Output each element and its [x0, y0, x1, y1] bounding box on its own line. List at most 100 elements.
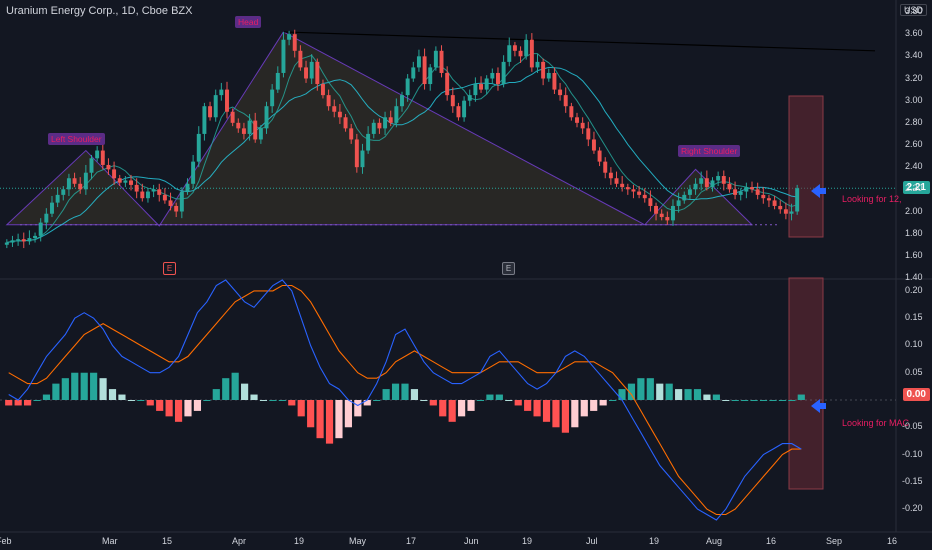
candle-body — [383, 117, 388, 129]
earnings-marker-icon[interactable]: E — [163, 262, 176, 275]
macd-histogram-bar — [344, 400, 352, 428]
macd-histogram-bar — [590, 400, 598, 411]
macd-histogram-bar — [193, 400, 202, 411]
candle-body — [400, 95, 404, 107]
macd-histogram-bar — [99, 378, 107, 400]
currency-badge[interactable]: USD — [899, 4, 927, 16]
macd-histogram-bar — [476, 400, 485, 401]
candle-body — [179, 191, 184, 212]
candle-body — [512, 45, 517, 51]
time-tick-label: 16 — [766, 536, 777, 546]
candle-body — [247, 120, 252, 134]
candle-body — [682, 194, 687, 201]
candle-body — [750, 187, 754, 190]
macd-histogram-bar — [137, 400, 145, 401]
candle-body — [225, 89, 229, 112]
last-price-badge: 2.21 — [902, 181, 930, 194]
macd-histogram-bar — [637, 378, 645, 400]
macd-histogram-bar — [259, 400, 268, 401]
candle-body — [44, 213, 49, 223]
candle-body — [202, 106, 207, 134]
candle-body — [772, 200, 777, 206]
candle-body — [100, 150, 105, 165]
time-tick-label: Aug — [706, 536, 723, 546]
candle-body — [744, 187, 749, 192]
macd-histogram-bar — [71, 372, 79, 400]
macd-histogram-bar — [797, 394, 805, 400]
macd-histogram-bar — [80, 372, 88, 400]
macd-histogram-bar — [316, 400, 324, 439]
candle-body — [495, 72, 500, 85]
macd-histogram-bar — [505, 400, 513, 401]
candle-body — [428, 67, 433, 85]
earnings-marker-icon[interactable]: E — [502, 262, 515, 275]
time-tick-label: Mar — [102, 536, 118, 546]
candle-body — [337, 111, 342, 118]
candle-body — [292, 34, 297, 51]
macd-histogram-bar — [325, 400, 334, 444]
candle-body — [61, 189, 66, 195]
candle-body — [529, 39, 534, 68]
candle-body — [315, 61, 320, 85]
macd-tick-label: -0.05 — [902, 421, 923, 432]
candle-body — [145, 191, 150, 199]
candle-body — [693, 183, 698, 190]
macd-histogram-bar — [231, 372, 239, 400]
candle-body — [507, 45, 512, 62]
candle-body — [151, 189, 156, 192]
macd-histogram-bar — [269, 400, 277, 401]
candle-body — [309, 61, 314, 79]
candle-body — [320, 84, 325, 96]
candle-body — [360, 150, 365, 168]
price-tick-label: 3.00 — [905, 94, 923, 105]
price-tick-label: 1.80 — [905, 227, 923, 238]
candle-body — [608, 172, 613, 179]
candle-body — [473, 84, 478, 96]
candle-body — [366, 133, 371, 151]
macd-histogram-bar — [52, 383, 60, 400]
candle-body — [603, 161, 608, 173]
macd-histogram-bar — [712, 394, 720, 400]
macd-histogram-bar — [486, 394, 494, 400]
macd-histogram-bar — [354, 400, 362, 417]
macd-histogram-bar — [788, 400, 796, 401]
macd-histogram-bar — [382, 389, 390, 400]
candle-body — [281, 39, 286, 73]
candle-body — [377, 122, 382, 129]
price-tick-label: 3.80 — [905, 6, 923, 16]
price-target-arrow-icon — [811, 184, 826, 198]
candle-body — [727, 183, 732, 190]
left-shoulder-label: Left Shoulder — [48, 133, 105, 145]
candle-body — [535, 61, 540, 68]
candle-body — [405, 78, 410, 96]
candle-body — [642, 194, 647, 199]
macd-histogram-bar — [467, 400, 475, 411]
macd-histogram-bar — [203, 400, 211, 401]
candle-body — [219, 89, 224, 96]
candle-body — [704, 178, 709, 188]
symbol-title[interactable]: Uranium Energy Corp., 1D, Cboe BZX — [6, 5, 193, 17]
candle-body — [196, 133, 201, 162]
candle-body — [72, 178, 77, 184]
macd-tick-label: -0.20 — [902, 503, 923, 514]
candle-body — [38, 222, 43, 236]
macd-histogram-bar — [731, 400, 739, 401]
candle-body — [467, 95, 472, 101]
candle-body — [16, 239, 21, 241]
macd-histogram-bar — [90, 372, 98, 400]
macd-histogram-bar — [241, 383, 249, 400]
macd-histogram-bar — [401, 383, 409, 400]
candle-body — [112, 169, 117, 179]
candle-body — [50, 202, 54, 214]
macd-histogram-bar — [165, 400, 173, 417]
candle-body — [761, 194, 766, 199]
candle-body — [168, 200, 173, 206]
candle-body — [371, 122, 376, 134]
candle-body — [140, 191, 145, 199]
macd-histogram-bar — [127, 400, 135, 401]
candle-body — [287, 34, 292, 40]
time-tick-label: 17 — [406, 536, 417, 546]
macd-line — [8, 279, 802, 521]
